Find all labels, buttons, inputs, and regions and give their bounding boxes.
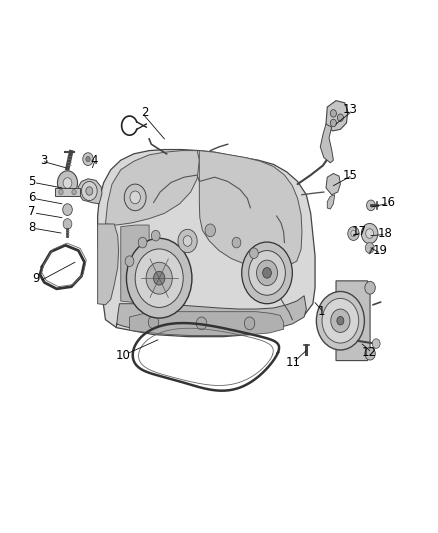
Circle shape — [348, 227, 359, 240]
Polygon shape — [130, 312, 284, 336]
Text: 18: 18 — [378, 227, 392, 240]
Circle shape — [361, 223, 378, 244]
Polygon shape — [106, 151, 199, 225]
Circle shape — [146, 262, 172, 294]
Circle shape — [196, 317, 207, 330]
Circle shape — [72, 189, 76, 195]
Circle shape — [127, 238, 192, 318]
Circle shape — [365, 243, 374, 253]
Circle shape — [86, 157, 90, 162]
Polygon shape — [326, 101, 348, 131]
Circle shape — [205, 224, 215, 237]
Circle shape — [63, 204, 72, 215]
Circle shape — [178, 229, 197, 253]
Polygon shape — [336, 281, 370, 361]
Text: 16: 16 — [381, 196, 396, 209]
Polygon shape — [326, 173, 340, 195]
Circle shape — [322, 298, 359, 343]
Circle shape — [81, 181, 97, 200]
Circle shape — [257, 260, 278, 286]
Text: 13: 13 — [343, 103, 357, 116]
Circle shape — [263, 268, 272, 278]
Circle shape — [337, 317, 344, 325]
Text: 2: 2 — [141, 106, 148, 119]
Text: 11: 11 — [286, 356, 301, 369]
Circle shape — [250, 248, 258, 259]
Circle shape — [63, 177, 72, 188]
Circle shape — [151, 230, 160, 241]
Circle shape — [148, 316, 159, 329]
Circle shape — [59, 189, 63, 195]
Circle shape — [249, 251, 286, 295]
Text: 4: 4 — [91, 154, 98, 167]
Polygon shape — [320, 124, 333, 163]
Text: 1: 1 — [318, 305, 325, 318]
Polygon shape — [98, 224, 119, 305]
Polygon shape — [98, 150, 315, 337]
Circle shape — [365, 281, 375, 294]
Polygon shape — [327, 195, 335, 209]
Text: 6: 6 — [28, 191, 36, 204]
Polygon shape — [199, 151, 302, 269]
Text: 19: 19 — [372, 244, 387, 257]
Text: 9: 9 — [33, 272, 40, 285]
Text: 7: 7 — [28, 205, 36, 218]
Circle shape — [372, 339, 380, 349]
Circle shape — [138, 237, 147, 248]
Text: 8: 8 — [28, 221, 36, 233]
Circle shape — [351, 230, 356, 237]
Circle shape — [331, 309, 350, 333]
Text: 5: 5 — [28, 175, 36, 188]
Circle shape — [83, 153, 93, 165]
Circle shape — [366, 229, 374, 238]
Circle shape — [242, 242, 292, 304]
Text: 10: 10 — [116, 349, 131, 362]
Circle shape — [337, 114, 343, 122]
Text: 12: 12 — [362, 346, 377, 359]
Circle shape — [124, 184, 146, 211]
Polygon shape — [78, 179, 102, 204]
Polygon shape — [117, 296, 306, 336]
Circle shape — [183, 236, 192, 246]
Text: 17: 17 — [351, 225, 366, 238]
Polygon shape — [121, 225, 149, 303]
Circle shape — [244, 317, 255, 330]
Circle shape — [57, 171, 78, 195]
Circle shape — [63, 219, 72, 229]
Circle shape — [130, 191, 141, 204]
Circle shape — [365, 348, 375, 360]
Circle shape — [330, 110, 336, 117]
Circle shape — [316, 292, 364, 350]
Polygon shape — [55, 188, 80, 196]
Circle shape — [232, 237, 241, 248]
Circle shape — [153, 271, 165, 285]
Text: 3: 3 — [41, 154, 48, 167]
Circle shape — [367, 200, 375, 211]
Circle shape — [125, 256, 134, 266]
Text: 15: 15 — [343, 168, 357, 182]
Circle shape — [135, 249, 183, 308]
Circle shape — [86, 187, 93, 195]
Circle shape — [330, 119, 336, 127]
